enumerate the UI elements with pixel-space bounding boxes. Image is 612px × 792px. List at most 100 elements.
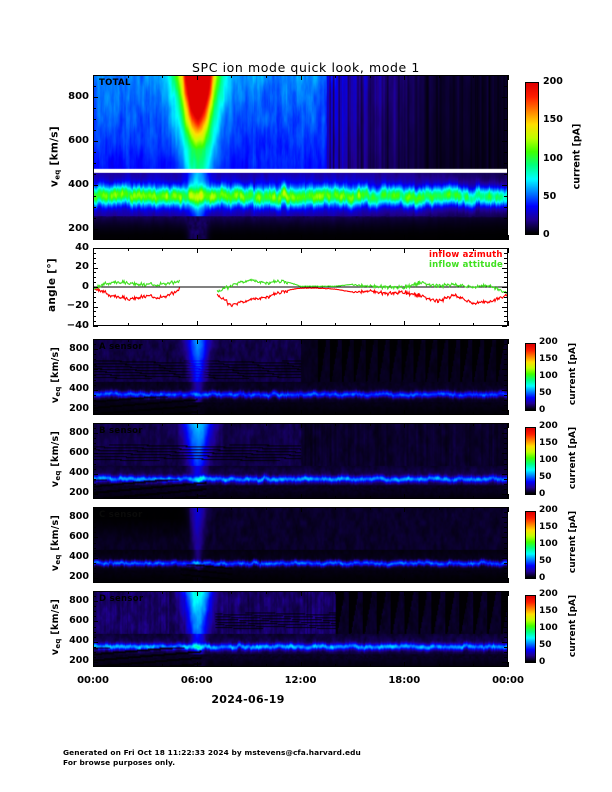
y-minor-tick <box>93 438 96 440</box>
angle-y-minor-tick <box>504 272 507 274</box>
y-minor-tick <box>504 86 507 87</box>
y-minor-tick <box>504 344 507 346</box>
y-minor-tick <box>93 542 96 544</box>
x-tick-mark <box>196 494 198 499</box>
x-tick-mark <box>404 578 406 583</box>
y-minor-tick <box>504 646 507 648</box>
angle-y-minor-tick <box>93 306 96 308</box>
x-tick-mark <box>93 75 94 80</box>
x-tick-mark <box>335 423 337 426</box>
x-tick-mark <box>93 410 94 415</box>
x-tick-mark <box>127 496 129 499</box>
y-tick-label: 800 <box>69 510 89 522</box>
angle-y-minor-tick <box>93 316 96 318</box>
angle-y-minor-tick <box>504 316 507 318</box>
colorbar-tick-label: 50 <box>539 556 552 566</box>
panel-angle <box>93 248 508 326</box>
x-tick-mark <box>335 237 337 240</box>
x-tick-mark <box>508 662 509 667</box>
x-tick-mark <box>508 507 509 512</box>
x-tick-mark <box>300 662 302 667</box>
x-tick-mark <box>127 237 129 240</box>
x-tick-mark <box>265 496 267 499</box>
x-tick-mark <box>231 664 233 667</box>
x-tick-mark <box>231 507 233 510</box>
y-tick-label: 600 <box>69 446 89 458</box>
y-tick-label: 200 <box>69 571 89 583</box>
x-tick-mark <box>93 339 94 344</box>
y-tick-label: 800 <box>69 342 89 354</box>
y-minor-tick <box>93 229 96 230</box>
y-minor-tick <box>93 636 96 638</box>
y-minor-tick <box>504 562 507 564</box>
y-minor-tick <box>93 174 96 175</box>
y-tick-label: 800 <box>69 426 89 438</box>
y-minor-tick <box>93 196 96 197</box>
y-tick-label: 600 <box>69 362 89 374</box>
y-minor-tick <box>504 493 507 495</box>
colorbar-tick-label: 200 <box>539 505 558 515</box>
x-tick-mark <box>231 580 233 583</box>
colorbar-tick-label: 150 <box>539 522 558 532</box>
angle-y-minor-tick <box>93 321 96 323</box>
y-minor-tick <box>93 547 96 549</box>
angle-y-minor-tick <box>504 306 507 308</box>
y-minor-tick <box>93 404 96 406</box>
y-minor-tick <box>93 473 96 475</box>
x-tick-mark <box>162 423 164 426</box>
x-tick-mark <box>231 237 233 240</box>
y-minor-tick <box>93 611 96 613</box>
y-minor-tick <box>93 152 96 153</box>
x-tick-mark <box>369 339 371 342</box>
y-minor-tick <box>93 512 96 514</box>
y-minor-tick <box>93 379 96 381</box>
y-minor-tick <box>93 626 96 628</box>
colorbar-tick-label: 50 <box>543 190 557 202</box>
x-tick-mark <box>300 423 302 428</box>
x-tick-mark <box>265 75 267 78</box>
y-minor-tick <box>504 567 507 569</box>
y-tick-label: 400 <box>69 551 89 563</box>
y-minor-tick <box>504 611 507 613</box>
angle-y-minor-tick <box>93 291 96 293</box>
x-tick-mark <box>196 662 198 667</box>
angle-y-minor-tick <box>504 301 507 303</box>
x-tick-mark <box>162 507 164 510</box>
y-minor-tick <box>93 522 96 524</box>
colorbar-tick-label: 0 <box>539 573 546 583</box>
y-minor-tick <box>504 517 507 519</box>
angle-y-minor-tick <box>504 257 507 259</box>
y-minor-tick <box>504 404 507 406</box>
panel-label-d-sensor: D sensor <box>99 594 144 604</box>
y-minor-tick <box>504 473 507 475</box>
x-tick-mark <box>300 410 302 415</box>
y-minor-tick <box>504 621 507 623</box>
y-minor-tick <box>93 409 96 411</box>
panel-c-sensor <box>93 507 508 583</box>
angle-y-minor-tick <box>93 257 96 259</box>
x-tick-mark <box>127 323 129 326</box>
y-minor-tick <box>504 606 507 608</box>
y-minor-tick <box>93 354 96 356</box>
y-minor-tick <box>93 119 96 120</box>
y-minor-tick <box>93 163 96 164</box>
y-minor-tick <box>504 537 507 539</box>
x-tick-mark <box>265 507 267 510</box>
y-minor-tick <box>93 641 96 643</box>
y-minor-tick <box>504 369 507 371</box>
y-tick-label: 200 <box>68 222 89 234</box>
colorbar-tick-label: 50 <box>539 640 552 650</box>
y-minor-tick <box>93 141 96 142</box>
colorbar-axis-label: current [pA] <box>568 510 578 574</box>
angle-y-minor-tick <box>93 252 96 254</box>
colorbar-total <box>525 82 539 235</box>
x-tick-mark <box>196 235 198 240</box>
y-minor-tick <box>93 344 96 346</box>
x-tick-mark <box>93 507 94 512</box>
y-minor-tick <box>504 616 507 618</box>
x-tick-mark <box>335 323 337 326</box>
x-tick-mark <box>93 591 94 596</box>
y-minor-tick <box>93 656 96 658</box>
y-minor-tick <box>93 463 96 465</box>
x-tick-mark <box>196 591 198 596</box>
